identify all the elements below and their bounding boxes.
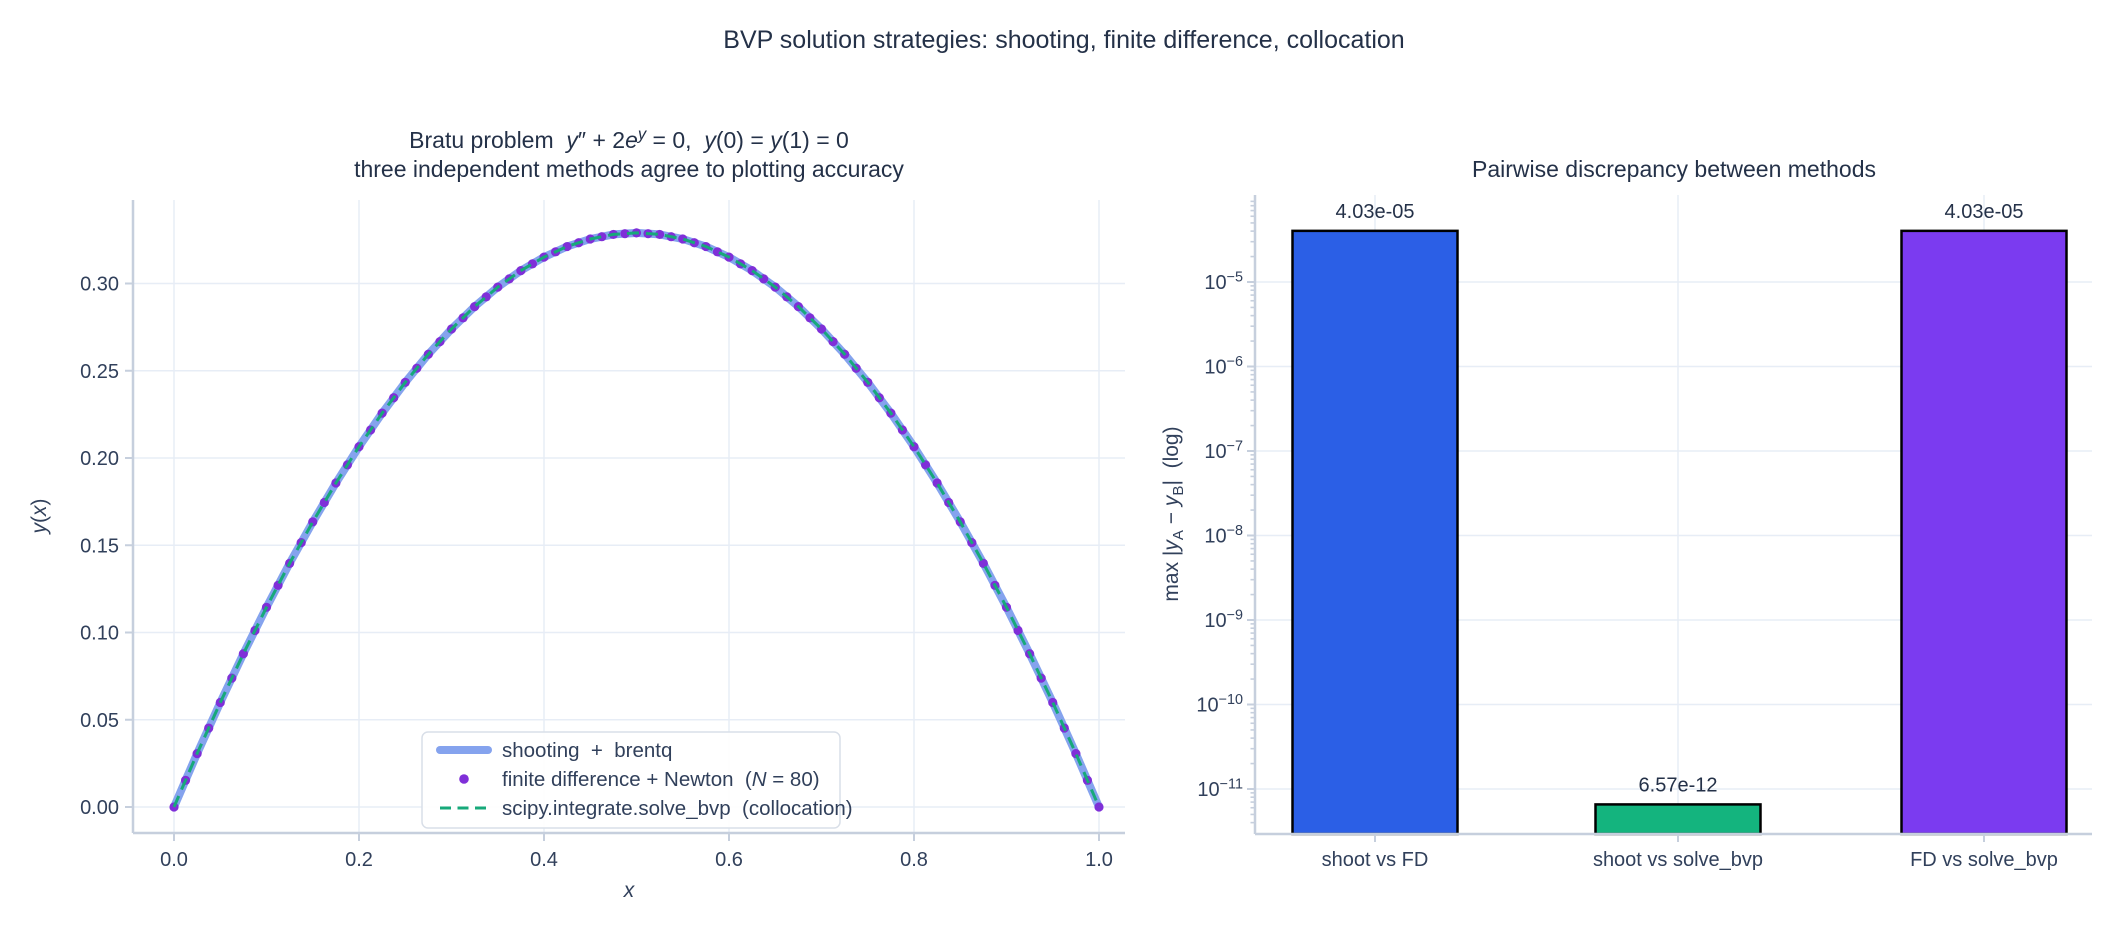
y-tick-label: 10−6 [1204,354,1243,379]
series-finite-difference-dots [169,228,1104,812]
x-tick-label: 0.2 [345,849,373,871]
fd-dot [597,232,607,242]
legend-label: shooting + brentq [502,739,672,762]
legend: shooting + brentq finite difference + New… [421,731,853,829]
figure-suptitle: BVP solution strategies: shooting, finit… [723,26,1405,54]
bar-shoot-vs-fd [1291,229,1459,836]
x-tick-label: 0.4 [530,849,558,871]
bar-value-label: 4.03e-05 [1945,201,2024,223]
y-tick-label: 0.20 [80,448,119,470]
y-tick-label: 10−8 [1204,523,1243,548]
x-tick-label: 0.6 [715,849,743,871]
series-solve-bvp-dashed [172,231,1101,808]
bar-fd-vs-solve-bvp [1900,229,2068,836]
right-plot-title: Pairwise discrepancy between methods [1472,156,1876,182]
y-axis-label: max |yA − yB| (log) [1160,426,1187,601]
y-axis-label: y(x) [28,499,51,536]
y-tick-label: 10−10 [1196,692,1243,717]
x-tick-label: 1.0 [1085,849,1113,871]
y-tick-label: 0.30 [80,274,119,296]
legend-label: scipy.integrate.solve_bvp (collocation) [502,797,853,820]
category-label: shoot vs FD [1322,849,1429,871]
left-plot-grid [133,200,1125,833]
y-tick-label: 0.00 [80,797,119,819]
category-label: shoot vs solve_bvp [1593,849,1763,871]
y-tick-label: 0.25 [80,361,119,383]
fd-dot [620,229,630,239]
left-plot-subtitle: three independent methods agree to plott… [354,156,904,182]
fd-dot [655,229,665,240]
left-plot: 0.0 0.2 0.4 0.6 0.8 1.0 0.00 0.05 0.10 0.15 0.20 0.… [28,124,1125,902]
left-plot-title: Bratu problem y″ + 2ey = 0, y(0) = y(1) … [409,124,849,153]
x-axis-label: x [623,879,636,902]
y-tick-label: 10−5 [1204,269,1243,294]
x-tick-label: 0.0 [160,849,188,871]
legend-dot-sample [459,774,469,784]
right-plot: 4.03e-05 6.57e-12 4.03e-05 10−5 10−6 10−7 10−8… [1160,156,2092,871]
y-tick-label: 10−7 [1204,438,1243,463]
bar-shoot-vs-solve-bvp [1594,803,1762,836]
y-tick-label: 0.10 [80,623,119,645]
x-tick-label: 0.8 [900,849,928,871]
legend-label: finite difference + Newton (N = 80) [502,768,820,791]
category-label: FD vs solve_bvp [1910,849,2058,871]
y-tick-label: 10−11 [1197,776,1243,801]
bar-value-label: 6.57e-12 [1639,774,1718,796]
y-tick-label: 0.05 [80,710,119,732]
legend-box [421,731,841,829]
fd-dot [978,558,988,568]
y-tick-label: 10−9 [1204,607,1243,632]
bar-value-label: 4.03e-05 [1336,201,1415,223]
y-tick-label: 0.15 [80,535,119,557]
